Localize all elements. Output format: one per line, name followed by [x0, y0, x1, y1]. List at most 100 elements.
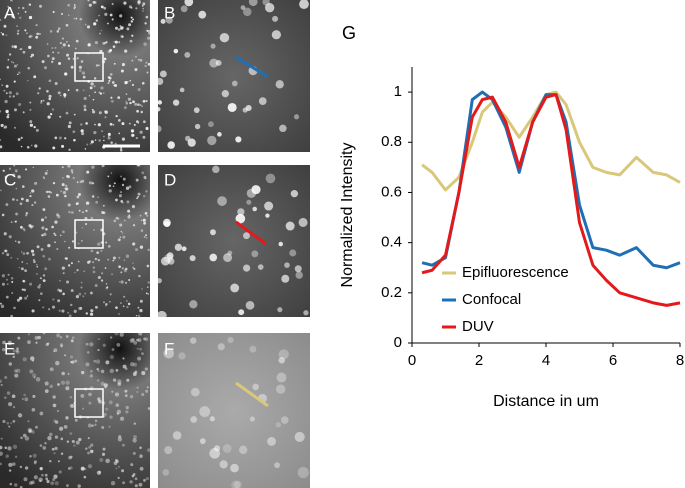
cell	[53, 452, 56, 455]
cell	[122, 364, 127, 369]
cell	[16, 368, 21, 373]
cell	[53, 348, 58, 353]
cell	[15, 220, 18, 223]
cell	[24, 10, 27, 13]
cell	[199, 438, 206, 445]
y-tick-label: 0.4	[381, 234, 402, 251]
cell	[109, 48, 113, 52]
cell	[142, 10, 144, 12]
cell	[91, 182, 95, 185]
cell	[137, 306, 140, 309]
cell	[119, 223, 123, 227]
cell	[114, 26, 118, 30]
cell	[49, 30, 53, 33]
cell	[141, 352, 144, 355]
cell	[27, 66, 30, 70]
cell	[130, 20, 133, 23]
cell	[51, 108, 55, 111]
cell	[264, 201, 274, 211]
cell	[49, 384, 53, 389]
panel-label: G	[342, 23, 356, 43]
cell	[222, 444, 232, 453]
cell	[267, 436, 276, 446]
cell	[117, 96, 121, 100]
cell	[19, 48, 21, 51]
cell	[129, 39, 133, 43]
cell	[109, 13, 113, 17]
cell	[86, 351, 90, 354]
cell	[0, 302, 2, 305]
cell	[97, 338, 100, 341]
cell	[70, 65, 74, 69]
cell	[101, 164, 105, 168]
cell	[87, 0, 90, 2]
cell	[17, 175, 21, 179]
cell	[0, 138, 2, 141]
cell	[167, 141, 175, 149]
cell	[59, 42, 62, 45]
cell	[137, 338, 142, 343]
cell	[67, 164, 71, 168]
cell	[107, 175, 110, 178]
cell	[82, 407, 85, 410]
cell	[122, 481, 125, 485]
cell	[107, 82, 110, 85]
cell	[57, 299, 61, 303]
cell	[65, 380, 70, 385]
cell	[138, 274, 141, 278]
cell	[124, 281, 128, 284]
cell	[103, 92, 105, 94]
cell	[73, 138, 76, 142]
cell	[37, 285, 41, 289]
cell	[284, 262, 290, 268]
cell	[60, 380, 66, 385]
cell	[35, 128, 39, 132]
cell	[89, 142, 92, 145]
cell	[82, 211, 84, 214]
cell	[60, 234, 62, 237]
cell	[26, 295, 29, 297]
cell	[73, 229, 76, 231]
cell	[71, 439, 75, 444]
cell	[112, 124, 115, 126]
cell	[0, 145, 3, 149]
cell	[78, 292, 82, 296]
cell	[298, 217, 308, 227]
cell	[20, 136, 23, 140]
cell	[17, 73, 19, 76]
cell	[139, 466, 144, 471]
y-tick-label: 0.2	[381, 284, 402, 301]
cell	[272, 15, 279, 22]
cell	[101, 401, 106, 405]
cell	[143, 236, 146, 238]
image-d	[158, 165, 310, 317]
cell	[80, 370, 85, 375]
cell	[40, 101, 43, 104]
x-axis-title: Distance in um	[493, 393, 599, 410]
cell	[84, 388, 87, 391]
cell	[53, 232, 56, 235]
cell	[43, 177, 46, 180]
cell	[20, 225, 23, 229]
cell	[111, 273, 113, 276]
cell	[242, 264, 251, 272]
cell	[119, 236, 122, 239]
cell	[24, 29, 27, 32]
cell	[131, 59, 134, 62]
cell	[8, 362, 13, 366]
cell	[76, 195, 80, 199]
cell	[33, 475, 38, 480]
cell	[179, 87, 185, 93]
cell	[22, 279, 26, 283]
cell	[23, 288, 27, 292]
cell	[22, 50, 26, 54]
cell	[162, 469, 170, 476]
legend-label: Confocal	[462, 291, 521, 308]
cell	[78, 437, 82, 442]
cell	[6, 66, 10, 69]
cell	[67, 372, 70, 375]
cell	[76, 202, 80, 205]
cell	[52, 298, 55, 301]
cell	[146, 215, 149, 217]
cell	[88, 3, 92, 7]
